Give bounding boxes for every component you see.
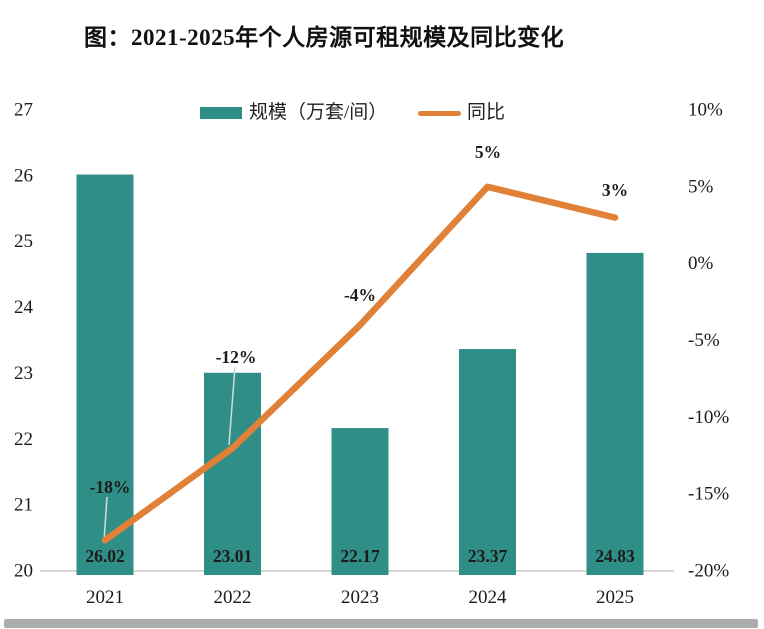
bottom-scrollbar[interactable] <box>4 619 758 628</box>
chart-title: 图：2021-2025年个人房源可租规模及同比变化 <box>84 25 565 50</box>
right-axis-tick-label: -20% <box>688 561 729 582</box>
line-point-label: -12% <box>216 347 257 367</box>
left-axis-tick-label: 26 <box>14 165 33 186</box>
left-axis-tick-label: 22 <box>14 429 33 450</box>
left-axis-tick-label: 24 <box>14 297 34 318</box>
bar-value-label: 23.37 <box>468 546 508 566</box>
left-axis-tick-label: 21 <box>14 495 33 516</box>
legend: 规模（万套/间） 同比 <box>0 96 764 126</box>
line-point-label: 3% <box>602 180 628 200</box>
bar-value-label: 23.01 <box>213 546 252 566</box>
right-axis-tick-label: -5% <box>688 330 720 351</box>
bar <box>586 252 644 575</box>
x-axis-label: 2023 <box>341 587 379 608</box>
x-axis-label: 2022 <box>214 587 252 608</box>
line-point-label: 5% <box>475 142 501 162</box>
line-series-legend-label: 同比 <box>467 102 506 123</box>
bar-series-legend-label: 规模（万套/间） <box>249 102 388 123</box>
right-axis-tick-label: 10% <box>688 100 723 121</box>
label-leader-line <box>228 366 236 446</box>
line-point-label: -18% <box>90 477 131 497</box>
bar <box>331 428 389 575</box>
bar <box>459 349 516 575</box>
right-axis-tick-label: 5% <box>688 176 714 197</box>
left-axis-tick-label: 23 <box>14 363 33 384</box>
right-axis-tick-label: 0% <box>688 253 714 274</box>
right-axis-tick-label: -15% <box>688 484 729 505</box>
bar-series-swatch-icon <box>200 107 242 119</box>
right-axis-tick-label: -10% <box>688 407 729 428</box>
x-axis-label: 2025 <box>596 587 634 608</box>
left-axis-tick-label: 27 <box>14 100 33 121</box>
x-axis-label: 2024 <box>469 587 508 608</box>
left-axis-tick-label: 25 <box>14 231 33 252</box>
left-axis-tick-label: 20 <box>14 561 33 582</box>
line-point-label: -4% <box>344 285 376 305</box>
bar-value-label: 22.17 <box>340 546 380 566</box>
bar-value-label: 24.83 <box>595 546 635 566</box>
x-axis-label: 2021 <box>86 587 124 608</box>
line-series <box>101 183 619 544</box>
bar <box>76 174 134 576</box>
line-series-swatch-icon <box>418 111 461 116</box>
bar-value-label: 26.02 <box>85 546 124 566</box>
label-leader-line <box>103 496 108 542</box>
